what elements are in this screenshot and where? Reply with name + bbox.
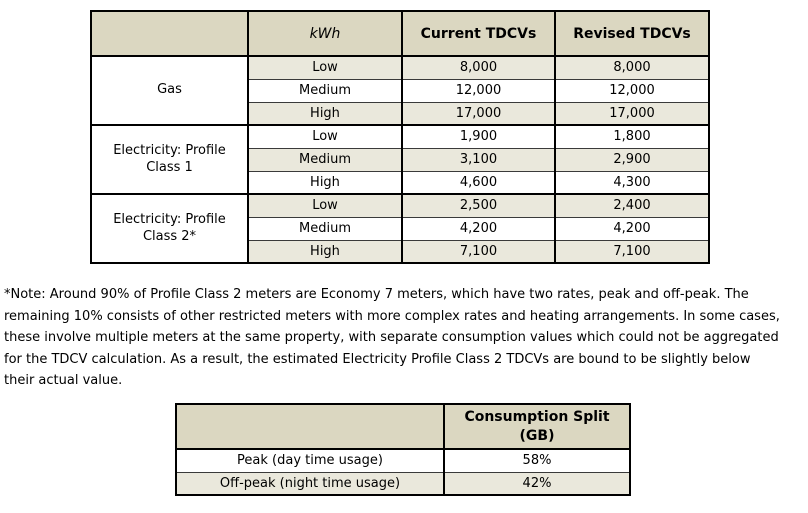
split-header-empty-cell <box>175 403 445 450</box>
profile-class2-note: *Note: Around 90% of Profile Class 2 met… <box>4 287 780 388</box>
revised-tdcv-cell: 8,000 <box>554 55 710 80</box>
band-cell: High <box>247 239 403 264</box>
fuel-label-gas: Gas <box>90 55 249 126</box>
table-row-ec1-low: Electricity: Profile Class 1 Low 1,900 1… <box>90 124 710 195</box>
current-tdcv-cell: 4,600 <box>401 170 556 195</box>
split-value-offpeak: 42% <box>443 471 631 496</box>
split-label-offpeak: Off-peak (night time usage) <box>175 471 445 496</box>
revised-tdcv-cell: 1,800 <box>554 124 710 149</box>
revised-tdcv-cell: 17,000 <box>554 101 710 126</box>
band-cell: High <box>247 170 403 195</box>
current-tdcv-cell: 4,200 <box>401 216 556 241</box>
tdcv-header-row: kWh Current TDCVs Revised TDCVs <box>90 10 710 57</box>
revised-tdcv-cell: 2,400 <box>554 193 710 218</box>
current-tdcv-cell: 8,000 <box>401 55 556 80</box>
table-row-ec2-high: High 7,100 7,100 <box>91 239 710 264</box>
band-cell: Low <box>247 193 403 218</box>
table-row-peak: Peak (day time usage) 58% <box>175 448 631 473</box>
current-tdcv-cell: 1,900 <box>401 124 556 149</box>
fuel-label-electricity-class2: Electricity: Profile Class 2* <box>90 193 249 264</box>
table-row-gas-high: High 17,000 17,000 <box>91 101 710 126</box>
fuel-label-electricity-class1: Electricity: Profile Class 1 <box>90 124 249 195</box>
revised-tdcv-cell: 4,300 <box>554 170 710 195</box>
table-row-offpeak: Off-peak (night time usage) 42% <box>175 471 631 496</box>
table-row-gas-medium: Medium 12,000 12,000 <box>91 78 710 103</box>
revised-tdcv-cell: 12,000 <box>554 78 710 103</box>
current-tdcv-cell: 17,000 <box>401 101 556 126</box>
tdcv-header-kwh: kWh <box>247 10 403 57</box>
split-header-consumption: Consumption Split (GB) <box>443 403 631 450</box>
consumption-split-table: Consumption Split (GB) Peak (day time us… <box>175 403 631 496</box>
tdcv-header-revised: Revised TDCVs <box>554 10 710 57</box>
current-tdcv-cell: 7,100 <box>401 239 556 264</box>
split-label-peak: Peak (day time usage) <box>175 448 445 473</box>
revised-tdcv-cell: 7,100 <box>554 239 710 264</box>
band-cell: High <box>247 101 403 126</box>
band-cell: Medium <box>247 78 403 103</box>
revised-tdcv-cell: 4,200 <box>554 216 710 241</box>
band-cell: Medium <box>247 216 403 241</box>
consumption-split-container: Consumption Split (GB) Peak (day time us… <box>175 403 631 496</box>
current-tdcv-cell: 12,000 <box>401 78 556 103</box>
band-cell: Low <box>247 124 403 149</box>
table-row-gas-low: Gas Low 8,000 8,000 <box>90 55 710 126</box>
split-value-peak: 58% <box>443 448 631 473</box>
split-header-row: Consumption Split (GB) <box>175 403 631 450</box>
band-cell: Medium <box>247 147 403 172</box>
table-row-ec1-medium: Medium 3,100 2,900 <box>91 147 710 172</box>
table-row-ec2-low: Electricity: Profile Class 2* Low 2,500 … <box>90 193 710 264</box>
tdcv-header-current: Current TDCVs <box>401 10 556 57</box>
current-tdcv-cell: 2,500 <box>401 193 556 218</box>
band-cell: Low <box>247 55 403 80</box>
tdcv-table: kWh Current TDCVs Revised TDCVs Gas Low … <box>90 10 710 264</box>
revised-tdcv-cell: 2,900 <box>554 147 710 172</box>
tdcv-header-empty-cell <box>90 10 249 57</box>
current-tdcv-cell: 3,100 <box>401 147 556 172</box>
tdcv-table-container: kWh Current TDCVs Revised TDCVs Gas Low … <box>90 10 710 264</box>
